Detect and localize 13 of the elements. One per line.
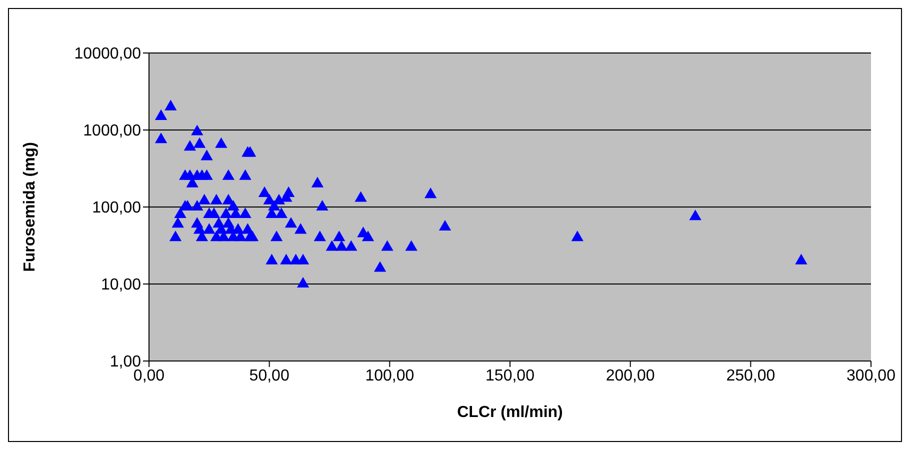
x-tick-label: 250,00 bbox=[726, 367, 776, 384]
y-tick-label: 10000,00 bbox=[74, 46, 142, 63]
x-tick-label: 200,00 bbox=[606, 367, 655, 384]
y-axis-title: Furosemida (mg) bbox=[22, 142, 39, 272]
x-tick-label: 0,00 bbox=[133, 367, 165, 384]
x-tick-label: 150,00 bbox=[486, 367, 535, 384]
y-tick-label: 1000,00 bbox=[83, 122, 142, 140]
x-tick-label: 300,00 bbox=[846, 367, 896, 384]
x-tick-label: 50,00 bbox=[249, 367, 290, 384]
y-tick-label: 10,00 bbox=[100, 276, 142, 294]
y-tick-label: 100,00 bbox=[92, 200, 142, 217]
x-tick-label: 100,00 bbox=[365, 367, 414, 384]
x-axis-title: CLCr (ml/min) bbox=[457, 404, 563, 421]
